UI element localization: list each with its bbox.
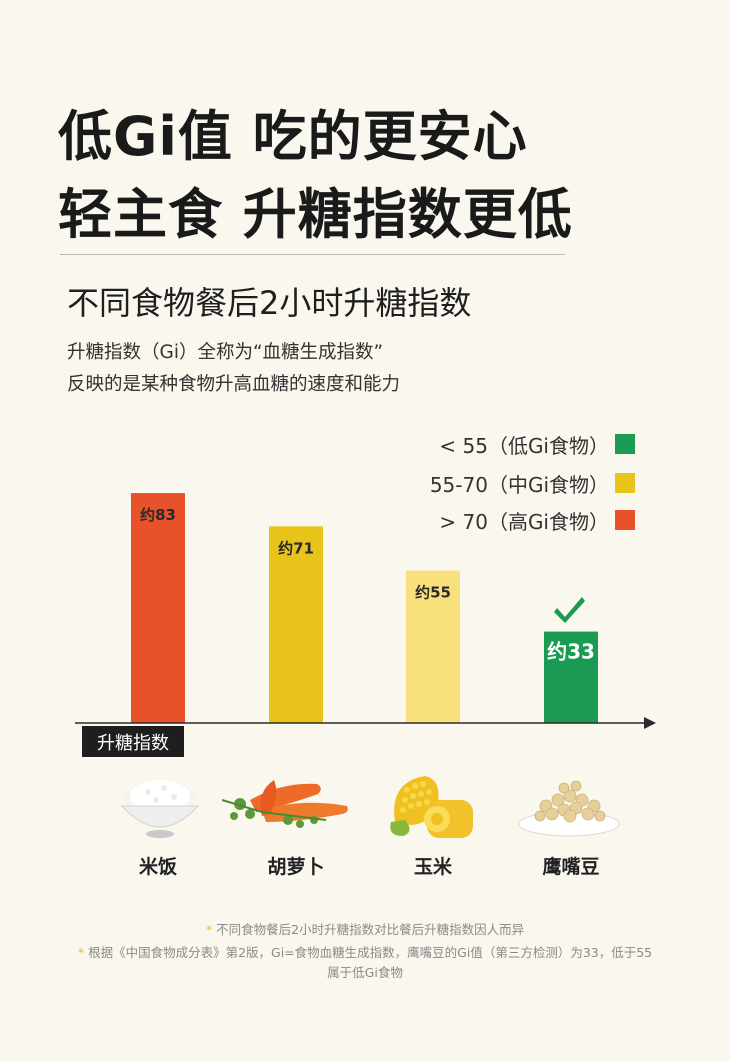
food-label-rice: 米饭 xyxy=(138,856,177,878)
food-label-chickpea: 鹰嘴豆 xyxy=(542,856,600,878)
divider xyxy=(60,254,565,255)
check-icon xyxy=(554,597,585,623)
chart-subtitle: 不同食物餐后2小时升糖指数 xyxy=(67,284,472,322)
food-label-corn: 玉米 xyxy=(413,856,452,878)
legend-mid-gi-label: 55-70（中Gi食物） xyxy=(429,472,609,497)
headline-line-2: 轻主食 升糖指数更低 xyxy=(58,183,573,246)
x-axis-arrow xyxy=(644,717,656,729)
bar-1 xyxy=(269,526,323,723)
bar-label-0: 约83 xyxy=(140,506,176,524)
axis-tag: 升糖指数 xyxy=(82,726,184,757)
bar-3 xyxy=(544,631,598,723)
corn-icon xyxy=(390,776,473,838)
footnote-star-icon: * xyxy=(77,945,85,960)
footnote-1-text: 不同食物餐后2小时升糖指数对比餐后升糖指数因人而异 xyxy=(216,922,525,937)
chickpea-bowl-icon xyxy=(518,780,620,837)
food-label-carrot: 胡萝卜 xyxy=(267,856,325,878)
description-line-2: 反映的是某种食物升高血糖的速度和能力 xyxy=(67,374,401,395)
headline-line-1: 低Gi值 吃的更安心 xyxy=(58,105,528,168)
legend-high-gi: > 70（高Gi食物） xyxy=(439,508,635,534)
bar-0 xyxy=(131,493,185,723)
footnote-2: * 根据《中国食物成分表》第2版，Gi=食物血糖生成指数，鹰嘴豆的Gi值（第三方… xyxy=(0,943,730,963)
legend-low-gi-label: < 55（低Gi食物） xyxy=(439,433,609,458)
rice-bowl-icon xyxy=(120,780,200,838)
carrot-icon xyxy=(222,780,348,828)
footnote-star-icon: * xyxy=(205,922,213,937)
legend-high-gi-swatch xyxy=(615,510,635,530)
legend-low-gi-swatch xyxy=(615,434,635,454)
bar-label-2: 约55 xyxy=(415,584,451,602)
bar-2 xyxy=(406,570,460,723)
legend-mid-gi-swatch xyxy=(615,473,635,493)
legend-low-gi: < 55（低Gi食物） xyxy=(439,432,635,458)
bar-label-1: 约71 xyxy=(278,539,314,557)
legend-high-gi-label: > 70（高Gi食物） xyxy=(439,509,609,534)
bar-label-3: 约33 xyxy=(547,640,595,664)
description-line-1: 升糖指数（Gi）全称为“血糖生成指数” xyxy=(67,342,384,363)
footnote-2-continued: 属于低Gi食物 xyxy=(327,965,403,980)
footnote-1: * 不同食物餐后2小时升糖指数对比餐后升糖指数因人而异 xyxy=(0,920,730,940)
footnote-2-text: 根据《中国食物成分表》第2版，Gi=食物血糖生成指数，鹰嘴豆的Gi值（第三方检测… xyxy=(88,945,653,960)
legend-mid-gi: 55-70（中Gi食物） xyxy=(429,471,635,497)
